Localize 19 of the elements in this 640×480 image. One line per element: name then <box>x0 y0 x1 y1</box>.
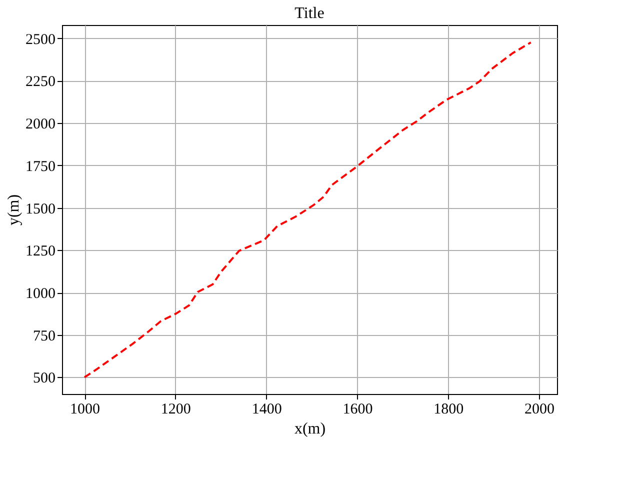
y-tick-label: 1000 <box>26 286 56 302</box>
x-tick-label: 1000 <box>70 402 100 418</box>
y-tick-label: 500 <box>33 370 56 387</box>
line-series <box>84 41 532 378</box>
y-axis-title: y(m) <box>6 194 22 226</box>
x-tick-label: 1400 <box>252 402 282 418</box>
y-tick-label: 1750 <box>26 158 56 175</box>
y-tick-label: 2000 <box>26 116 56 133</box>
y-tick-label: 1250 <box>26 244 56 260</box>
x-axis-title: x(m) <box>294 420 326 438</box>
y-tick-label: 750 <box>33 328 56 344</box>
x-tick-label: 2000 <box>524 402 555 418</box>
y-tick-label: 2250 <box>26 74 56 90</box>
x-tick-label: 1200 <box>160 402 191 418</box>
y-tick-label: 1500 <box>26 201 56 218</box>
x-tick-label: 1600 <box>342 402 373 418</box>
x-tick-label: 1800 <box>434 402 464 418</box>
chart-title: Title <box>294 5 324 22</box>
y-tick-label: 2500 <box>26 32 56 48</box>
